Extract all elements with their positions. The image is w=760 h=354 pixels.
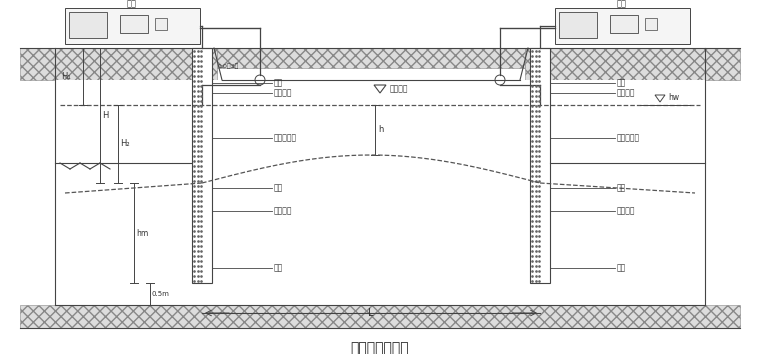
Bar	[645, 18, 657, 30]
Bar	[55, 48, 217, 80]
Bar	[55, 80, 705, 305]
Text: 滤孔: 滤孔	[274, 183, 283, 193]
Text: h: h	[378, 126, 383, 135]
Text: 展土封孔: 展土封孔	[274, 88, 293, 97]
Bar	[525, 48, 705, 80]
Bar	[610, 15, 638, 33]
Text: 总管: 总管	[274, 79, 283, 87]
Text: H₂: H₂	[120, 139, 130, 148]
Text: L: L	[369, 308, 374, 318]
Text: 展土封孔: 展土封孔	[617, 88, 635, 97]
Bar	[20, 305, 740, 328]
Text: 泻站: 泻站	[617, 0, 627, 8]
Text: 降水曲度: 降水曲度	[617, 206, 635, 216]
Text: H: H	[102, 111, 109, 120]
Bar	[705, 48, 740, 80]
Bar	[155, 18, 167, 30]
Bar	[555, 8, 690, 44]
Text: 滤管: 滤管	[274, 263, 283, 273]
Text: 地下水位: 地下水位	[390, 85, 409, 93]
Bar	[69, 12, 107, 38]
Bar	[20, 48, 55, 80]
Bar	[120, 15, 148, 33]
Text: 降水曲度: 降水曲度	[274, 206, 293, 216]
Text: 1:0（3）: 1:0（3）	[217, 63, 239, 69]
Text: hw: hw	[668, 93, 679, 103]
Text: 中粗沙填孔: 中粗沙填孔	[617, 133, 640, 143]
Bar	[65, 8, 200, 44]
Text: 总管: 总管	[617, 79, 626, 87]
Text: 中粗沙填孔: 中粗沙填孔	[274, 133, 297, 143]
Text: 泻站: 泻站	[127, 0, 137, 8]
Bar	[217, 48, 525, 68]
Bar	[559, 12, 597, 38]
Text: 滤管: 滤管	[617, 263, 626, 273]
Bar	[530, 48, 550, 283]
Text: 滤孔: 滤孔	[617, 183, 626, 193]
Bar	[192, 48, 212, 283]
Text: 井点降水构造图: 井点降水构造图	[350, 341, 410, 354]
Text: hm: hm	[136, 228, 148, 238]
Text: 0.5m: 0.5m	[152, 291, 170, 297]
Text: H₁: H₁	[61, 72, 71, 81]
